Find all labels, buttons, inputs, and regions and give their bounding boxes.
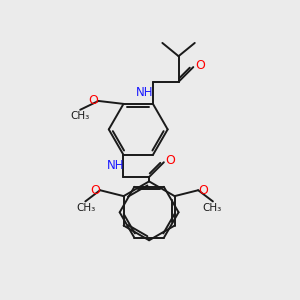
Text: CH₃: CH₃ — [203, 203, 222, 213]
Text: O: O — [88, 94, 98, 107]
Text: CH₃: CH₃ — [76, 203, 96, 213]
Text: CH₃: CH₃ — [70, 111, 90, 121]
Text: O: O — [195, 59, 205, 72]
Text: NH: NH — [106, 159, 124, 172]
Text: O: O — [90, 184, 100, 197]
Text: O: O — [199, 184, 208, 197]
Text: O: O — [165, 154, 175, 167]
Text: NH: NH — [136, 86, 153, 99]
